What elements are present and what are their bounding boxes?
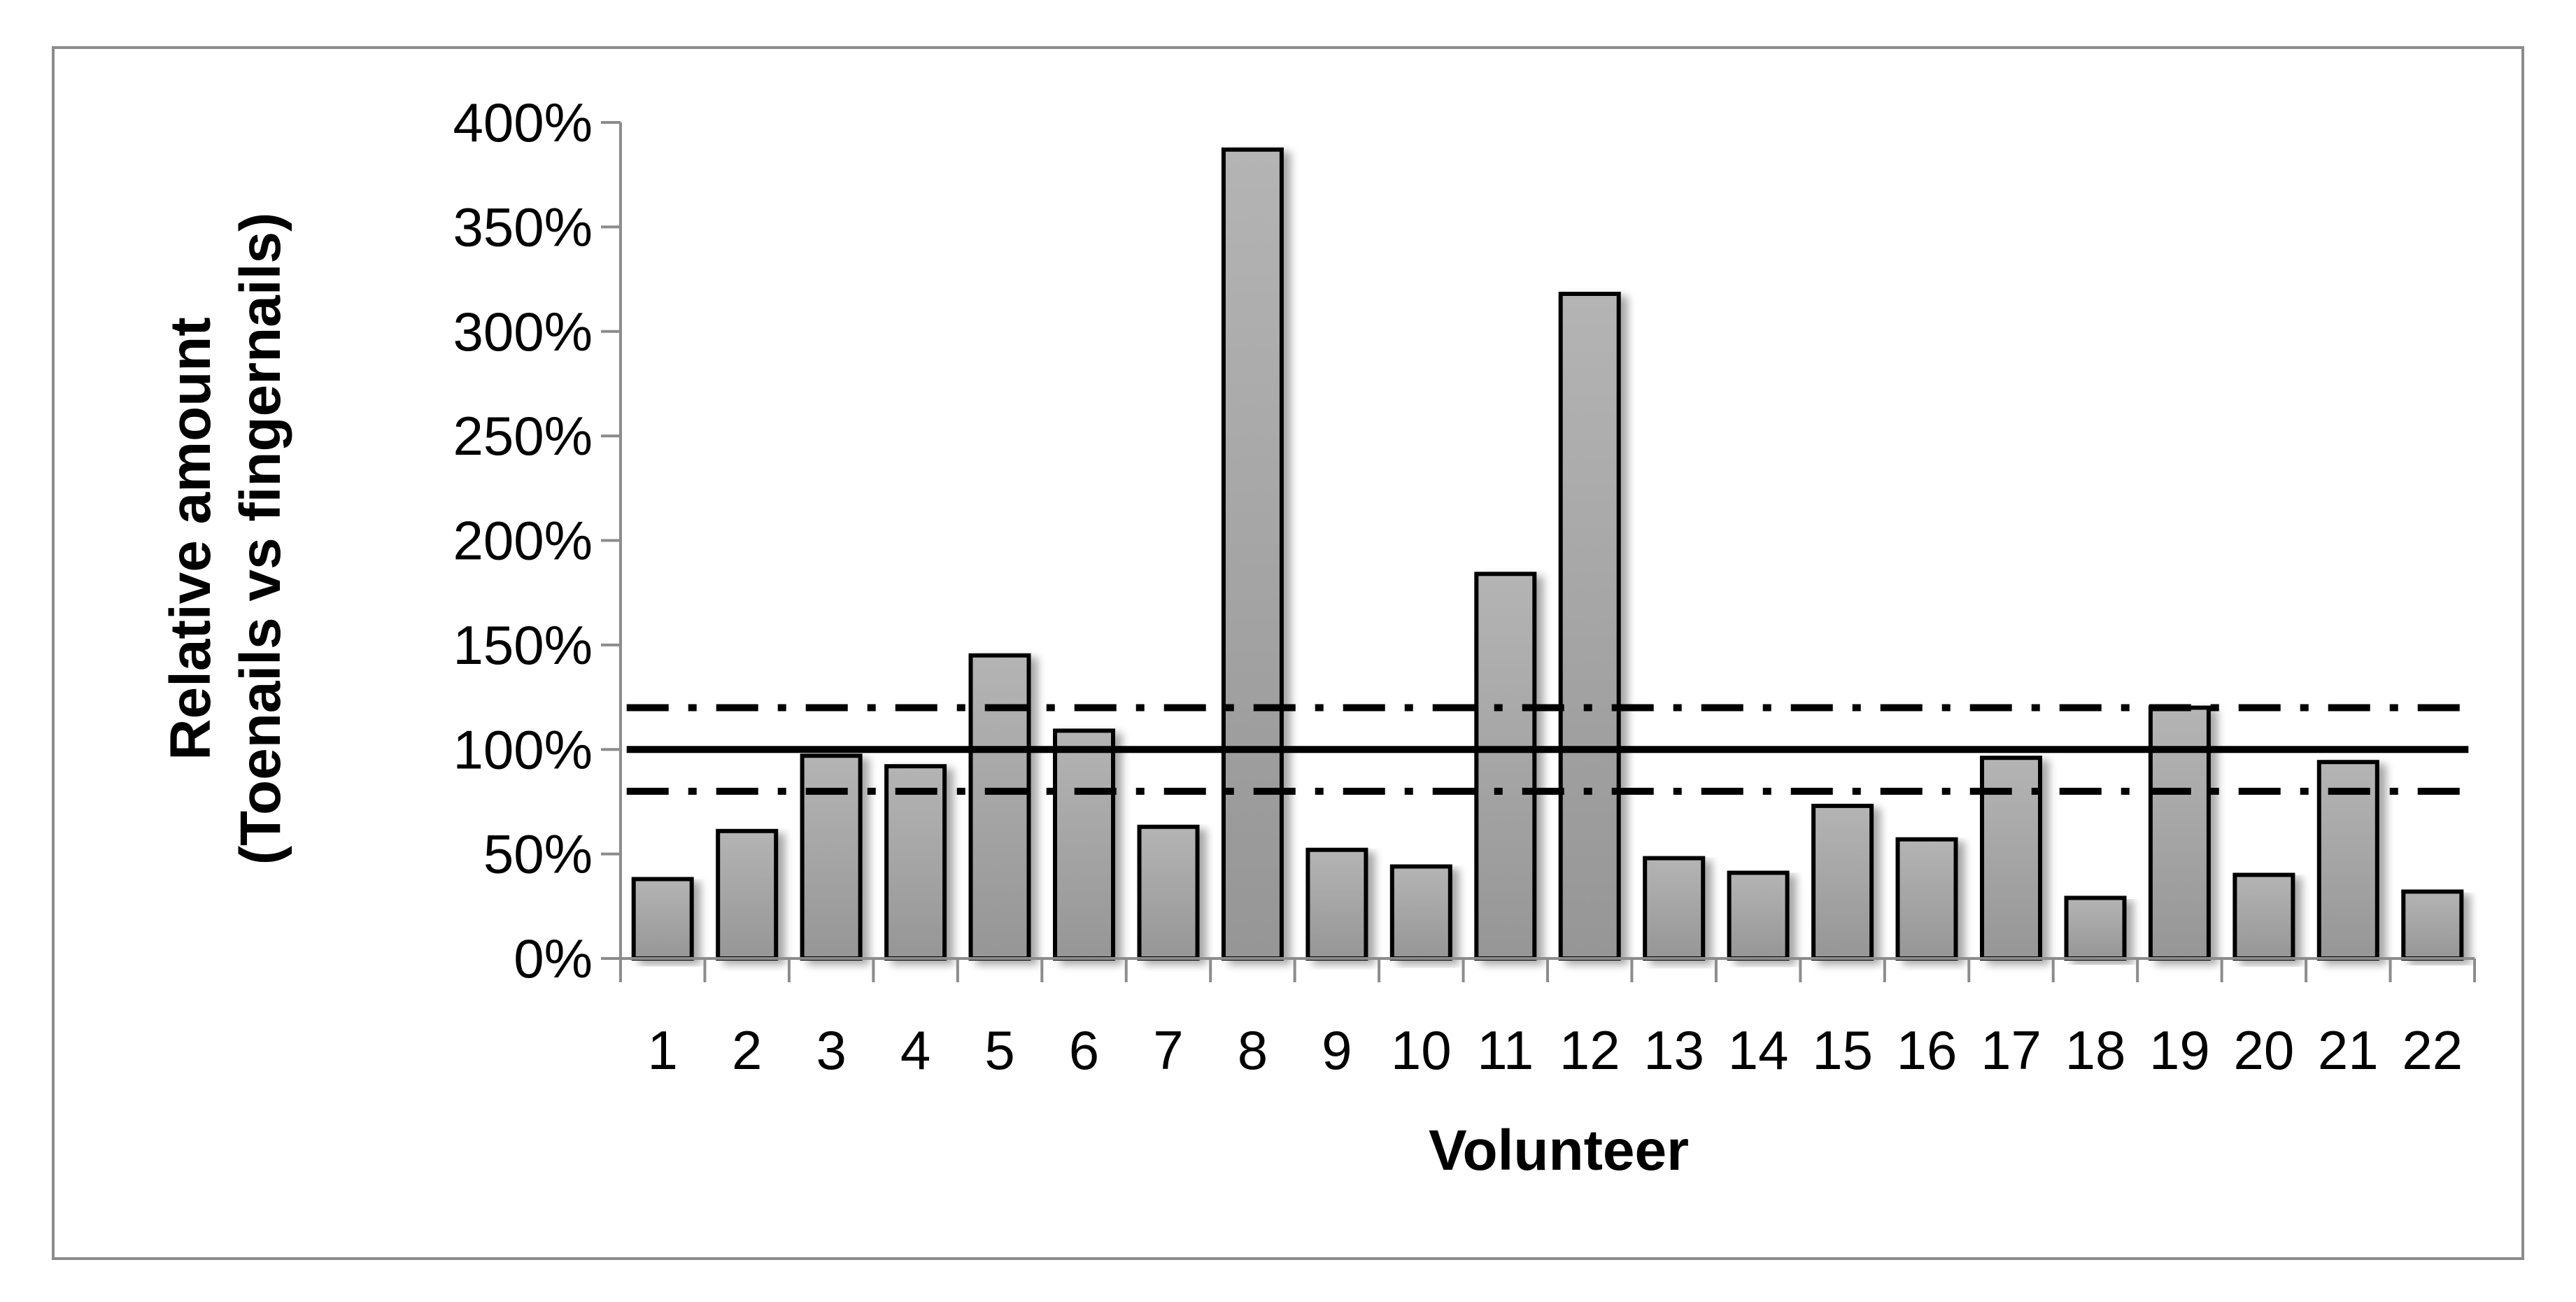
axis-labels: 0%50%100%150%200%250%300%350%400%1 2 3 4 5 6 7…: [453, 92, 2463, 1081]
y-axis-title-line-1: Relative amount: [159, 317, 222, 760]
y-tick-label: 200%: [453, 510, 593, 572]
x-tick-label: 13: [1643, 1019, 1704, 1081]
x-tick-label: 10: [1391, 1019, 1452, 1081]
x-axis-title: Volunteer: [1429, 1119, 1689, 1182]
x-tick-label: 5: [984, 1019, 1014, 1081]
bar-volunteer-4: [884, 764, 947, 961]
x-tick-label: 17: [1981, 1019, 2041, 1081]
x-tick-label: 11: [1477, 1019, 1534, 1081]
bar-volunteer-19: [2148, 705, 2211, 961]
x-tick-label: 16: [1897, 1019, 1958, 1081]
x-tick-label: 21: [2318, 1019, 2379, 1081]
bar-volunteer-15: [1811, 803, 1874, 961]
x-tick-label: 6: [1069, 1019, 1099, 1081]
bar-volunteer-10: [1389, 864, 1452, 961]
bar-volunteer-18: [2064, 896, 2127, 961]
x-tick-label: 12: [1559, 1019, 1620, 1081]
reference-lines: [626, 704, 2469, 795]
bars: [631, 147, 2464, 961]
axes: [601, 121, 2476, 982]
bar-volunteer-11: [1474, 572, 1537, 961]
x-tick-label: 9: [1322, 1019, 1352, 1081]
chart-frame: [52, 46, 2524, 1260]
y-tick-label: 150%: [453, 614, 593, 676]
bar-volunteer-16: [1895, 837, 1958, 961]
bar-volunteer-12: [1558, 292, 1621, 961]
y-tick-label: 100%: [453, 719, 593, 780]
bar-volunteer-3: [800, 753, 863, 961]
bar-volunteer-2: [716, 828, 779, 961]
x-tick-label: 3: [816, 1019, 846, 1081]
bar-volunteer-6: [1053, 728, 1115, 961]
x-tick-label: 7: [1153, 1019, 1183, 1081]
bar-volunteer-8: [1221, 147, 1284, 961]
x-tick-label: 18: [2065, 1019, 2126, 1081]
bar-volunteer-20: [2232, 872, 2295, 961]
bar-volunteer-7: [1137, 824, 1200, 961]
x-tick-label: 8: [1238, 1019, 1268, 1081]
x-tick-label: 14: [1728, 1019, 1789, 1081]
y-tick-label: 400%: [453, 92, 593, 153]
x-tick-label: 4: [900, 1019, 930, 1081]
x-tick-label: 1: [648, 1019, 678, 1081]
y-tick-label: 300%: [453, 301, 593, 362]
bar-volunteer-13: [1643, 856, 1706, 961]
bar-volunteer-1: [631, 877, 694, 961]
x-tick-label: 22: [2402, 1019, 2463, 1081]
bar-volunteer-22: [2401, 889, 2464, 961]
y-axis-title-line-2: (Toenails vs fingernails): [229, 213, 292, 865]
y-tick-label: 0%: [514, 928, 593, 989]
bar-volunteer-9: [1305, 847, 1368, 961]
x-tick-label: 2: [732, 1019, 762, 1081]
x-tick-label: 15: [1812, 1019, 1873, 1081]
x-tick-label: 19: [2149, 1019, 2210, 1081]
bar-volunteer-14: [1727, 870, 1790, 961]
x-tick-label: 20: [2233, 1019, 2294, 1081]
y-tick-label: 350%: [453, 196, 593, 257]
y-axis-title: Relative amount (Toenails vs fingernails…: [159, 213, 292, 865]
bar-volunteer-5: [968, 653, 1031, 961]
y-tick-label: 50%: [483, 823, 593, 885]
y-tick-label: 250%: [453, 405, 593, 467]
